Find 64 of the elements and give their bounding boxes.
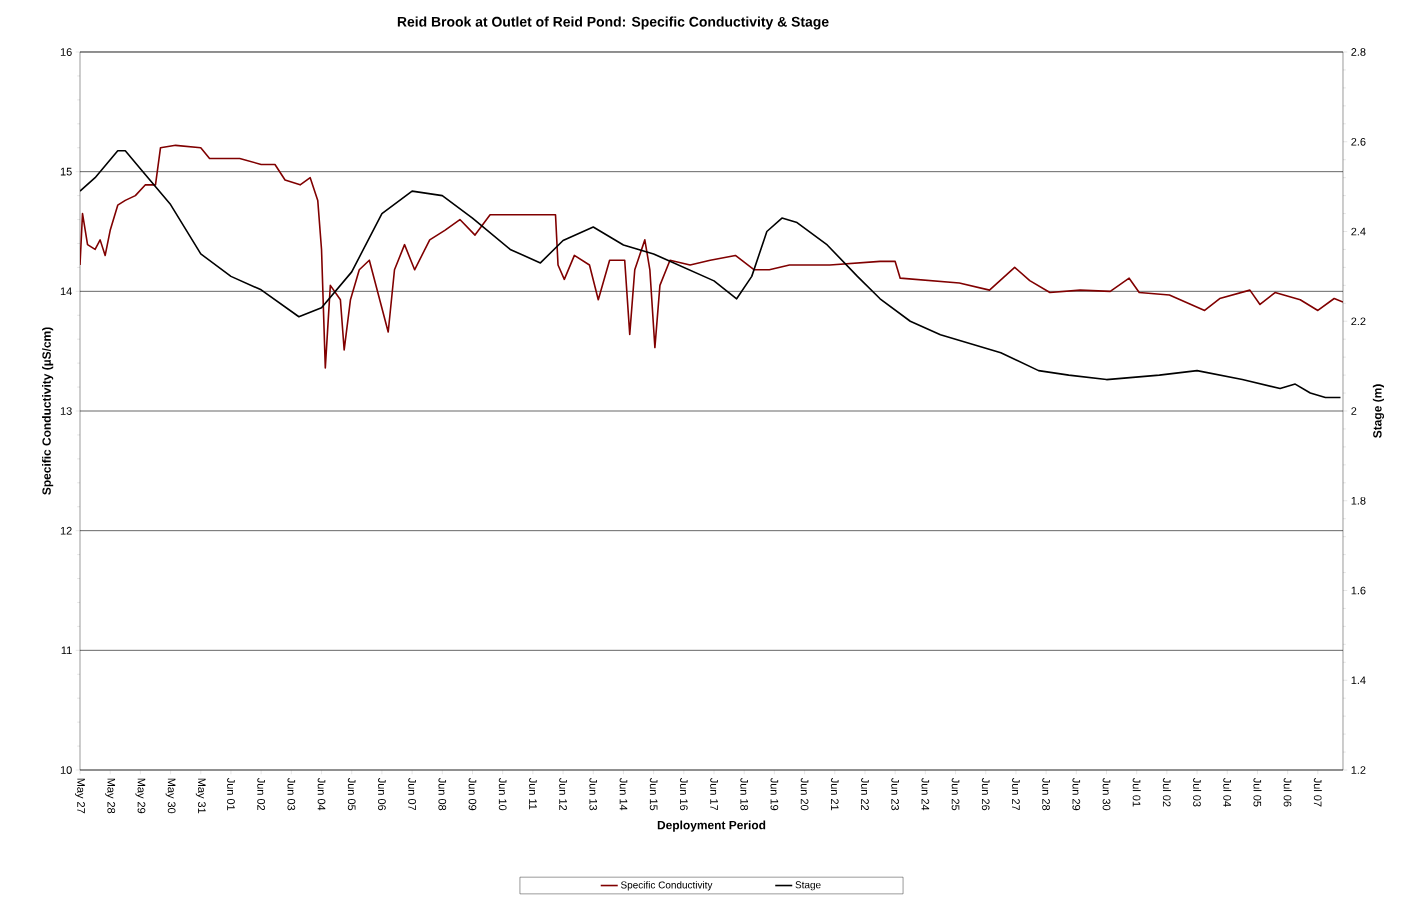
x-tick-label: Jun 21 [830,777,839,811]
x-tick-label: Jun 19 [770,777,779,811]
x-tick-label: May 27 [75,778,85,814]
x-tick-label: Jun 13 [589,777,598,811]
legend-label: Stage [795,881,821,891]
x-tick-label: Jun 14 [619,777,628,811]
x-tick-label: Jun 27 [1012,777,1020,811]
x-tick-label: Jun 17 [710,777,718,811]
legend-label: Specific Conductivity [620,881,713,891]
x-tick-label: Jun 22 [861,777,869,811]
x-tick-label: Jul 01 [1132,777,1141,807]
x-tick-label: May 28 [105,778,116,814]
x-tick-label: Jun 03 [287,777,296,811]
x-tick-label: Jun 24 [921,777,930,811]
y2-tick-label: 2.2 [1351,317,1366,326]
y2-tick-label: 1.6 [1351,586,1366,595]
x-tick-label: Jun 07 [408,777,416,811]
x-tick-label: May 31 [195,778,206,814]
y2-tick-label: 2.6 [1351,137,1366,146]
x-tick-label: Jun 20 [800,777,809,811]
y-tick-label: 11 [61,646,72,655]
y-tick-label: 15 [60,167,72,176]
x-tick-label: Jul 07 [1313,777,1322,807]
x-tick-label: Jun 16 [679,777,688,811]
x-tick-label: Jun 06 [378,777,386,811]
y2-axis-title: Stage (m) [1372,384,1385,438]
y2-tick-label: 2.8 [1351,48,1366,56]
x-tick-label: Jun 08 [438,777,447,811]
y-tick-label: 10 [60,766,72,774]
chart-title: Reid Brook at Outlet of Reid Pond: Specific Conductivity & Stage [397,16,829,30]
x-tick-label: Jun 15 [649,777,658,811]
y2-tick-label: 1.2 [1351,766,1366,774]
y-tick-label: 14 [60,287,72,296]
y2-tick-label: 1.4 [1351,676,1366,685]
y2-tick-label: 1.8 [1351,496,1366,505]
x-tick-label: Jun 11 [529,777,537,810]
y-tick-label: 12 [60,526,72,535]
x-tick-label: Jul 06 [1283,777,1292,807]
x-axis-title: Deployment Period [657,820,766,832]
x-tick-label: Jun 09 [468,777,477,811]
x-tick-label: Jun 29 [1072,777,1081,811]
x-tick-label: Jun 23 [891,777,900,811]
x-tick-label: Jun 05 [347,777,356,811]
x-tick-label: Jun 04 [317,777,326,811]
x-tick-label: Jun 10 [498,777,507,811]
y-axis-title: Specific Conductivity (µS/cm) [42,327,54,495]
x-tick-label: Jul 05 [1253,777,1262,807]
x-tick-label: May 30 [165,778,176,814]
x-tick-label: Jun 26 [981,777,990,811]
x-tick-label: Jun 02 [257,777,266,811]
x-tick-label: Jun 12 [559,777,567,811]
x-tick-label: Jul 02 [1162,777,1171,807]
x-tick-label: Jun 01 [227,777,235,811]
x-tick-label: Jun 30 [1102,777,1111,811]
y-tick-label: 16 [60,48,72,56]
x-tick-label: Jun 25 [951,777,960,811]
x-tick-label: Jul 03 [1193,777,1202,807]
y-tick-label: 13 [60,407,72,415]
x-tick-label: Jun 18 [740,777,749,811]
y2-tick-label: 2 [1351,407,1357,415]
x-tick-label: May 29 [135,778,146,814]
y2-tick-label: 2.4 [1351,227,1366,236]
x-tick-label: Jul 04 [1223,777,1232,807]
x-tick-label: Jun 28 [1042,777,1050,811]
